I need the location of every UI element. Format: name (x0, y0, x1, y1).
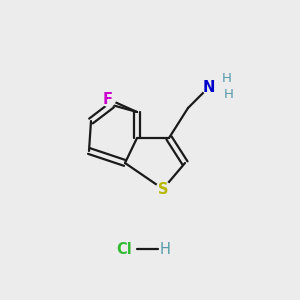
Text: H: H (160, 242, 171, 256)
Text: N: N (203, 80, 215, 94)
Text: S: S (158, 182, 168, 196)
Text: H: H (222, 71, 232, 85)
Text: H: H (224, 88, 234, 101)
Text: F: F (103, 92, 113, 106)
Text: Cl: Cl (116, 242, 132, 256)
